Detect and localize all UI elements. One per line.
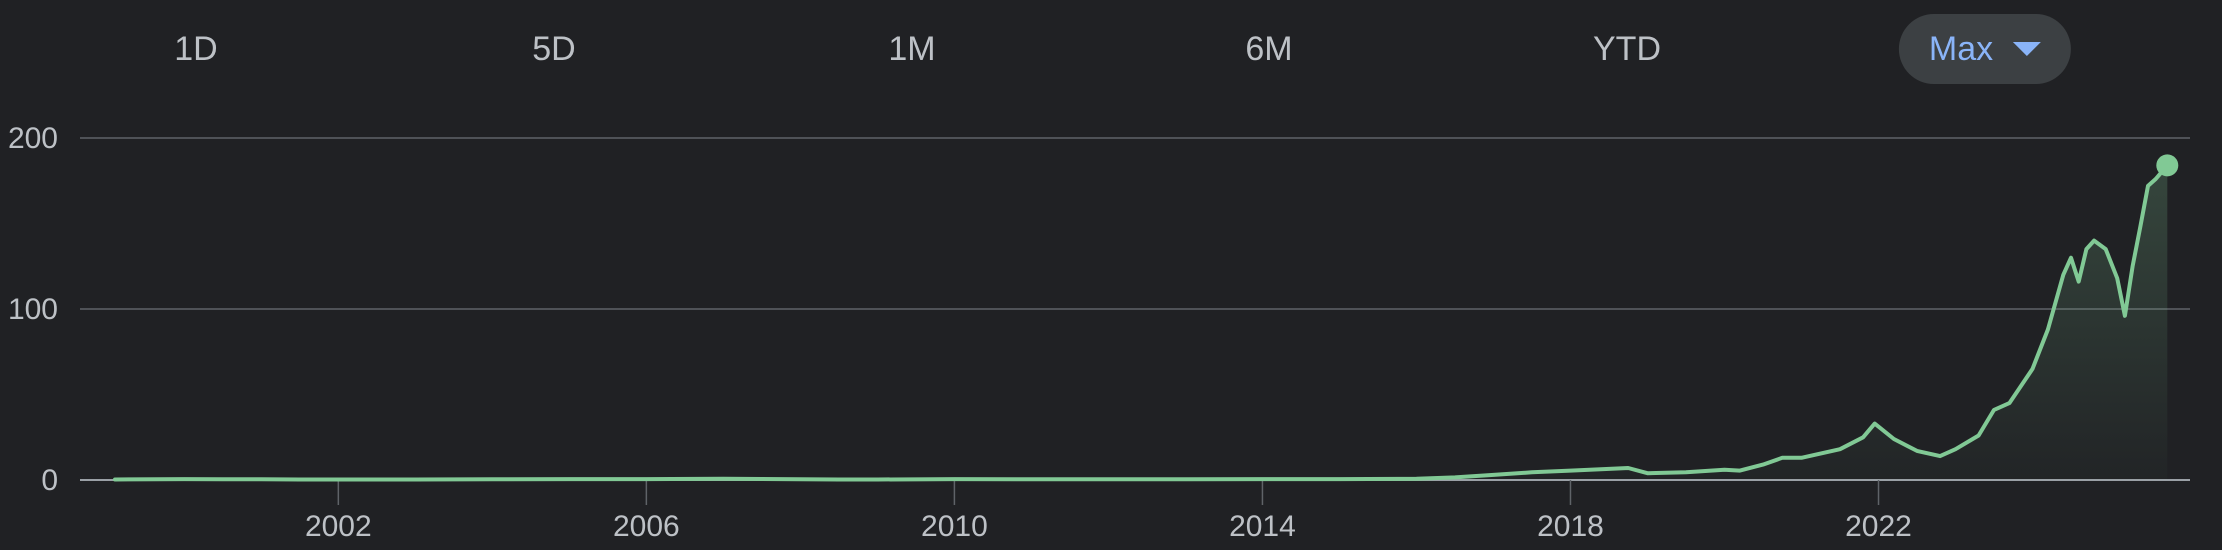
chevron-down-icon (2013, 42, 2042, 57)
x-tick-label: 2022 (1845, 510, 1912, 543)
x-tick-label: 2006 (613, 510, 680, 543)
y-axis: 0 100 200 (8, 122, 58, 497)
tab-1m[interactable]: 1M (888, 30, 936, 68)
y-tick-label: 200 (8, 122, 58, 155)
series-area (115, 165, 2168, 480)
series-layer (113, 154, 2179, 482)
tab-1d[interactable]: 1D (174, 30, 218, 68)
x-axis: 2002 2006 2010 2014 2018 2022 (305, 480, 1912, 543)
x-tick-label: 2018 (1537, 510, 1604, 543)
x-tick-label: 2002 (305, 510, 372, 543)
y-tick-label: 0 (41, 464, 58, 497)
x-tick-label: 2010 (921, 510, 988, 543)
range-tabs: 1D 5D 1M 6M YTD Max (0, 0, 2222, 100)
tab-max-label: Max (1928, 30, 1994, 68)
price-chart[interactable]: 0 100 200 2002 2006 2010 2014 2018 2022 (0, 100, 2222, 550)
x-tick-label: 2014 (1229, 510, 1296, 543)
y-tick-label: 100 (8, 293, 58, 326)
series-line (113, 163, 2170, 482)
tab-6m[interactable]: 6M (1245, 30, 1293, 68)
tab-5d[interactable]: 5D (532, 30, 576, 68)
tab-ytd[interactable]: YTD (1593, 30, 1661, 68)
latest-value-dot (2156, 154, 2179, 177)
tab-max[interactable]: Max (1898, 14, 2072, 84)
